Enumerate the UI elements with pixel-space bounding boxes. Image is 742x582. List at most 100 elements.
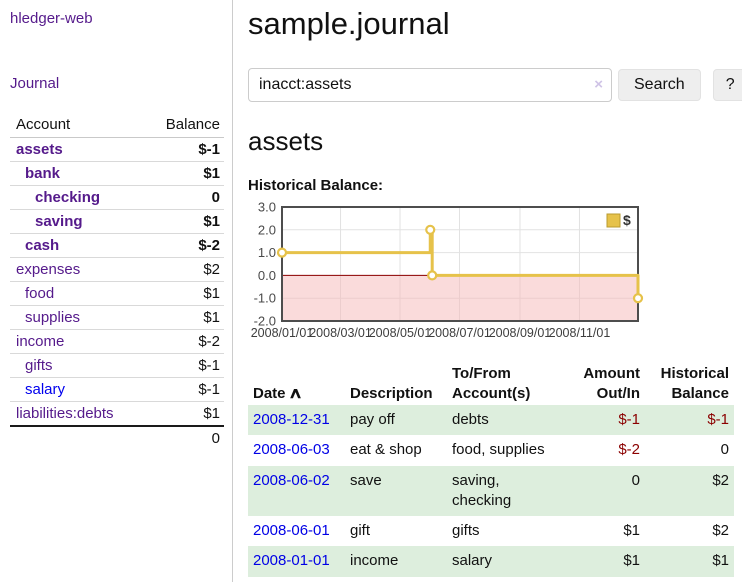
transaction-accounts: saving, checking — [452, 471, 512, 509]
sidebar: hledger-web Journal Account Balance asse… — [0, 0, 233, 582]
column-header-date[interactable]: Date ∧ — [253, 384, 303, 402]
account-balance: $1 — [143, 401, 224, 427]
svg-text:2008/09/01: 2008/09/01 — [489, 326, 552, 340]
account-row-cash: cash $-2 — [10, 233, 224, 258]
account-row-assets: assets $-1 — [10, 137, 224, 162]
search-button[interactable]: Search — [618, 69, 701, 101]
transaction-amount: $-2 — [618, 441, 640, 459]
account-link[interactable]: liabilities:debts — [10, 401, 144, 427]
transaction-date[interactable]: 2008-06-01 — [253, 522, 330, 539]
svg-text:2.0: 2.0 — [258, 222, 276, 237]
account-row-supplies: supplies $1 — [10, 305, 224, 330]
transaction-amount: $1 — [623, 552, 640, 570]
account-link[interactable]: cash — [10, 233, 144, 258]
transaction-accounts: debts — [452, 411, 489, 428]
transaction-row: 2008-06-03 eat & shop food, supplies $-2… — [248, 435, 734, 465]
svg-text:-2.0: -2.0 — [254, 314, 276, 329]
transaction-balance: $2 — [712, 522, 729, 539]
svg-text:2008/07/01: 2008/07/01 — [428, 326, 491, 340]
accounts-total-row: 0 — [10, 425, 224, 449]
clear-search-icon[interactable]: × — [594, 76, 603, 93]
transaction-balance: $2 — [712, 471, 729, 489]
transaction-date[interactable]: 2008-01-01 — [253, 552, 330, 570]
transaction-date[interactable]: 2008-12-31 — [253, 411, 330, 428]
account-link[interactable]: salary — [10, 377, 144, 402]
svg-text:-1.0: -1.0 — [254, 291, 276, 306]
account-row-liabilities-debts: liabilities:debts $1 — [10, 401, 224, 427]
svg-text:2008/01/01: 2008/01/01 — [251, 326, 314, 340]
accounts-header-row: Account Balance — [10, 114, 224, 138]
transaction-row: 2008-06-02 save saving, checking 0 $2 — [248, 465, 734, 516]
sidebar-item-journal[interactable]: Journal — [10, 75, 60, 92]
chart-label: Historical Balance: — [248, 177, 384, 194]
svg-text:3.0: 3.0 — [258, 202, 276, 215]
accounts-table: Account Balance assets $-1 bank $1 check… — [10, 114, 224, 449]
account-balance: $1 — [143, 305, 224, 330]
account-balance: 0 — [143, 185, 224, 210]
account-link[interactable]: assets — [10, 137, 144, 162]
account-link[interactable]: supplies — [10, 305, 144, 330]
svg-text:$: $ — [623, 212, 631, 228]
transaction-row: 2008-01-01 income salary $1 $1 — [248, 546, 734, 577]
historical-balance-chart: $3.0 2.0 1.0 0.0 -1.0 -2.0 2008/01/01 2008/03/0… — [248, 200, 742, 348]
account-link[interactable]: gifts — [10, 353, 144, 378]
account-balance: $-1 — [143, 353, 224, 378]
search-form: × Search ? — [248, 68, 742, 102]
account-link[interactable]: food — [10, 281, 144, 306]
accounts-header-account: Account — [10, 114, 144, 138]
spacer — [10, 425, 144, 449]
transaction-amount: 0 — [631, 471, 640, 489]
account-row-expenses: expenses $2 — [10, 257, 224, 282]
register-header-row: Date ∧ Description To/From Account(s) Am… — [248, 362, 734, 405]
transaction-description: gift — [350, 522, 371, 539]
account-balance: $1 — [143, 281, 224, 306]
account-row-salary: salary $-1 — [10, 377, 224, 402]
account-row-gifts: gifts $-1 — [10, 353, 224, 378]
transaction-amount: $1 — [623, 522, 640, 539]
account-row-food: food $1 — [10, 281, 224, 306]
account-row-bank: bank $1 — [10, 161, 224, 186]
account-balance: $1 — [143, 209, 224, 234]
page-title: sample.journal — [248, 6, 450, 41]
transaction-balance: $-1 — [707, 411, 729, 428]
transaction-accounts: gifts — [452, 522, 480, 539]
transaction-date[interactable]: 2008-06-02 — [253, 471, 330, 489]
transaction-description: income — [350, 552, 399, 570]
help-button[interactable]: ? — [712, 69, 742, 101]
transaction-balance: $1 — [712, 552, 729, 570]
svg-text:2008/03/01: 2008/03/01 — [309, 326, 372, 340]
column-header-accounts: To/From Account(s) — [452, 365, 531, 402]
account-balance: $-2 — [143, 233, 224, 258]
account-balance: $1 — [143, 161, 224, 186]
sort-asc-icon: ∧ — [287, 384, 303, 402]
account-link[interactable]: expenses — [10, 257, 144, 282]
account-link[interactable]: saving — [10, 209, 144, 234]
transaction-description: pay off — [350, 411, 395, 428]
svg-text:0.0: 0.0 — [258, 268, 276, 283]
main-panel: sample.journal × Search ? assets Histori… — [233, 0, 742, 582]
account-row-income: income $-2 — [10, 329, 224, 354]
accounts-header-balance: Balance — [143, 114, 224, 138]
account-link[interactable]: income — [10, 329, 144, 354]
transaction-row: 2008-06-01 gift gifts $1 $2 — [248, 516, 734, 546]
column-header-amount: Amount Out/In — [583, 365, 640, 402]
account-row-checking: checking 0 — [10, 185, 224, 210]
svg-text:2008/11/01: 2008/11/01 — [549, 326, 611, 340]
svg-text:2008/05/01: 2008/05/01 — [369, 326, 432, 340]
transaction-row: 2008-12-31 pay off debts $-1 $-1 — [248, 405, 734, 436]
account-balance: $-1 — [143, 137, 224, 162]
account-link[interactable]: checking — [10, 185, 144, 210]
search-input[interactable] — [248, 68, 612, 102]
account-link[interactable]: bank — [10, 161, 144, 186]
column-header-description: Description — [350, 384, 433, 402]
accounts-total-value: 0 — [143, 425, 224, 449]
search-input-wrap: × — [248, 68, 612, 102]
transaction-accounts: salary — [452, 552, 493, 570]
account-balance: $-2 — [143, 329, 224, 354]
transaction-date[interactable]: 2008-06-03 — [253, 441, 330, 459]
register-table: Date ∧ Description To/From Account(s) Am… — [248, 362, 734, 577]
transaction-description: save — [350, 471, 382, 489]
transaction-amount: $-1 — [618, 411, 640, 428]
brand-link[interactable]: hledger-web — [10, 10, 93, 27]
